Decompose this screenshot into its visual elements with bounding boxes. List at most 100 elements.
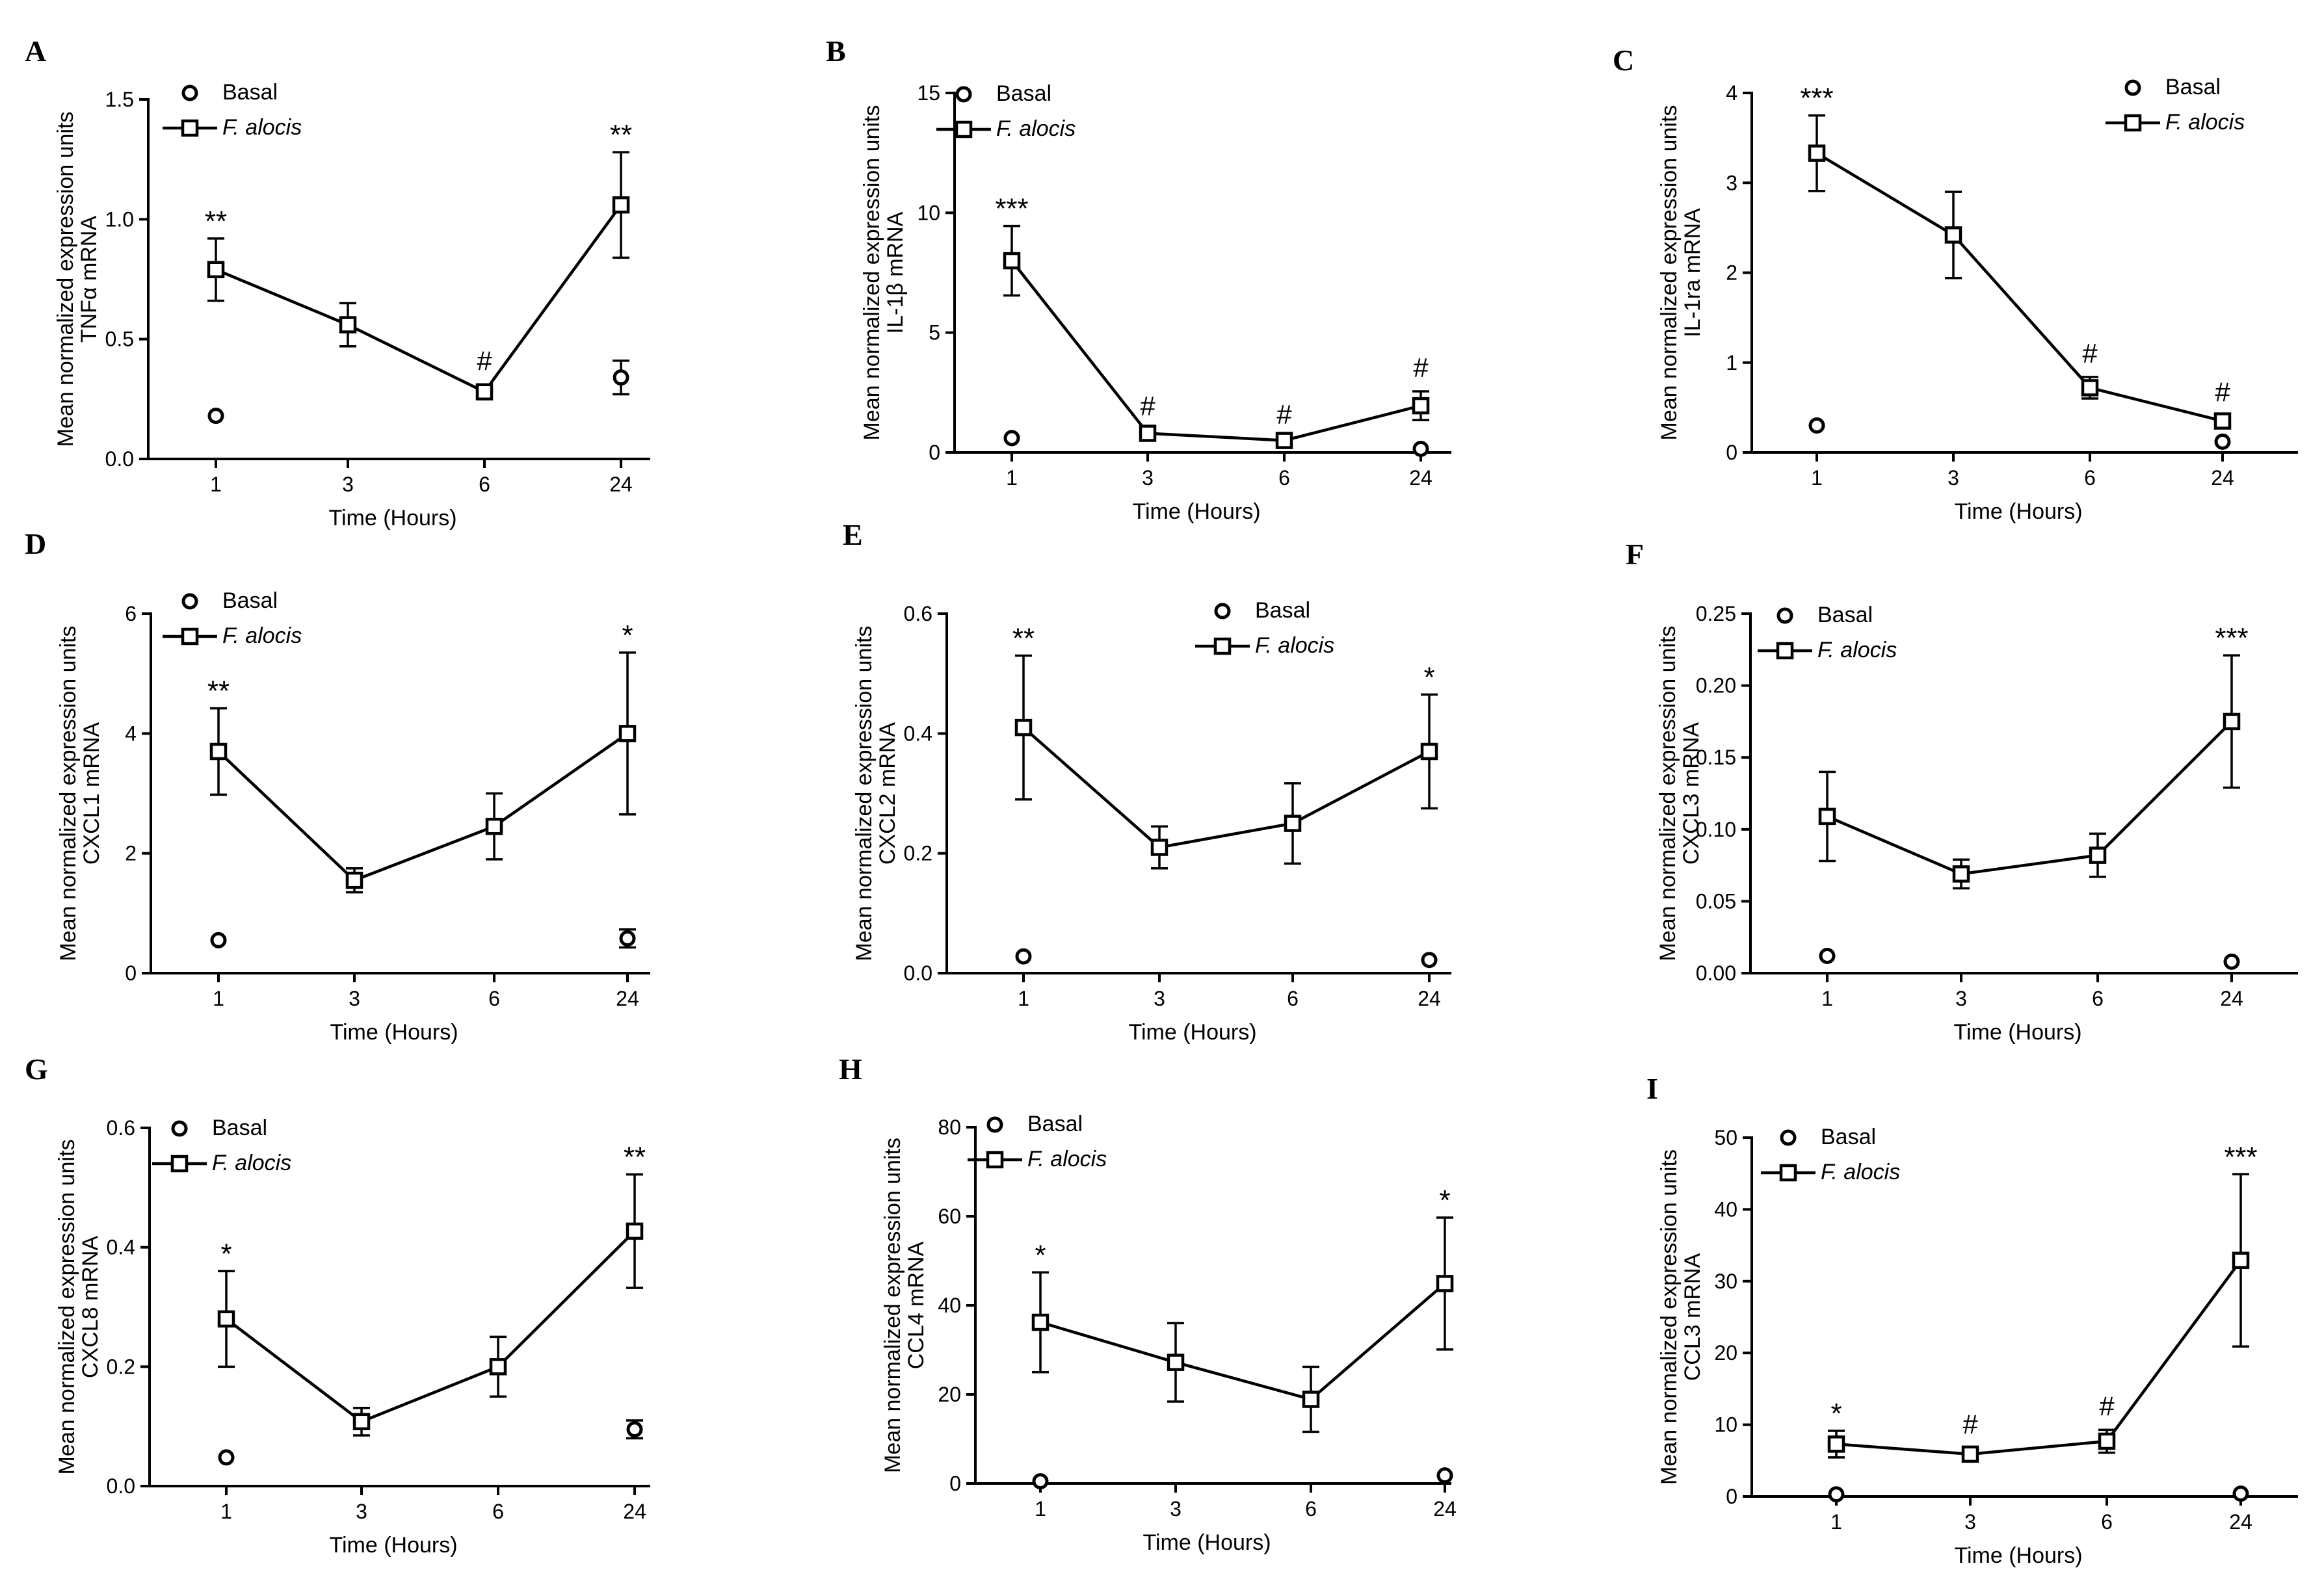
panel-letter: B [826,34,846,68]
y-tick-label: 40 [1714,1197,1737,1221]
x-tick-label: 6 [2101,1510,2113,1534]
series-line [215,203,622,394]
data-point-square [2213,412,2232,430]
x-axis-title: Time (Hours) [1132,499,1260,524]
y-tick-label: 80 [938,1116,961,1139]
legend-marker-square [181,627,199,646]
data-point-circle [1421,952,1438,969]
legend-marker-square [2124,114,2142,132]
x-tick-label: 6 [479,473,490,496]
legend: Basal F. alocis [936,81,1076,141]
data-point-square [1420,742,1438,761]
data-point-circle [1436,1467,1453,1484]
legend: Basal F. alocis [1195,598,1334,658]
y-tick-label: 1 [1726,351,1737,374]
y-axis-subtitle: CCL4 mRNA [904,1241,929,1369]
series-line [1040,1282,1446,1402]
panel-letter: A [25,34,46,68]
series-basal [1032,1467,1453,1490]
data-point-square [1961,1445,1979,1463]
legend-label-basal: Basal [1027,1112,1083,1136]
legend-marker-square [1776,642,1794,660]
data-point-square [1944,226,1962,244]
legend-label-f-alocis: F. alocis [996,116,1076,141]
data-point-circle [613,369,629,386]
y-axis-title: Mean normalized expression units [1656,626,1680,961]
data-point-square [1284,815,1302,832]
series-f-alocis [207,151,630,401]
x-tick-label: 3 [349,987,360,1010]
legend-marker-circle [171,1120,188,1137]
data-point-square [217,1310,235,1328]
data-point-square [1167,1353,1185,1371]
panel-c: C 0 1 2 3 4 1 3 6 24 Time (Hours) Mean normalized e… [1613,44,2298,524]
x-tick-label: 1 [1821,987,1833,1010]
y-tick-label: 10 [917,201,940,224]
data-point-square [2098,1432,2116,1450]
y-axis-title: Mean normalized expression units [852,626,877,961]
x-tick-label: 6 [492,1500,504,1523]
series-line [1022,726,1431,849]
x-axis-title: Time (Hours) [1954,1543,2082,1568]
panel-letter: D [25,527,46,560]
x-tick-label: 6 [1278,466,1290,490]
legend-label-f-alocis: F. alocis [1821,1160,1900,1184]
panel-letter: H [839,1052,862,1086]
data-point-square [618,725,637,742]
y-axis-title: Mean normalized expression units [53,112,78,447]
data-point-square [2232,1251,2250,1270]
x-tick-label: 3 [1948,466,1959,490]
x-tick-label: 6 [2084,466,2096,490]
legend-marker-circle [181,593,198,610]
data-point-circle [1015,948,1032,965]
data-point-circle [1032,1473,1049,1490]
x-tick-label: 6 [488,987,500,1010]
data-point-circle [207,408,224,425]
x-tick-label: 3 [356,1500,367,1523]
panel-f: F 0.00 0.05 0.10 0.15 0.20 0.25 1 3 6 24 Time (Hour… [1626,538,2298,1045]
x-tick-label: 1 [220,1500,232,1523]
legend-label-basal: Basal [222,80,278,105]
legend-marker-square [181,119,199,137]
legend-marker-square [955,120,973,138]
x-tick-label: 24 [2220,987,2243,1010]
x-tick-label: 6 [2092,987,2104,1010]
legend-marker-square [1779,1164,1797,1182]
y-tick-label: 4 [1726,81,1737,105]
legend-label-f-alocis: F. alocis [2165,110,2245,135]
series-line [217,732,629,882]
series-f-alocis [209,651,637,894]
y-tick-label: 40 [938,1294,961,1317]
data-point-square [1436,1275,1454,1292]
y-tick-label: 0.6 [904,602,932,625]
x-tick-label: 1 [1006,466,1018,490]
y-axis-subtitle: CXCL3 mRNA [1679,722,1704,865]
series-basal [1828,1485,2249,1503]
significance-label: * [220,1238,231,1270]
legend-marker-circle [181,85,198,101]
significance-label: ** [610,119,632,151]
y-axis-title: Mean normalized expression units [1657,1149,1682,1485]
series-f-alocis [1818,654,2241,890]
series-line [1836,1259,2242,1456]
x-tick-label: 24 [623,1500,646,1523]
legend-label-basal: Basal [1255,598,1310,623]
y-tick-label: 3 [1726,171,1737,194]
data-point-circle [1412,440,1429,457]
y-tick-label: 0.10 [1696,818,1736,841]
data-point-circle [2223,953,2240,970]
y-axis-title: Mean normalized expression units [1657,105,1682,441]
panel-h: H 0 20 40 60 80 1 3 6 24 Time (Hours) Mean normaliz… [839,1052,1457,1555]
x-tick-label: 24 [1433,1497,1457,1521]
significance-label: # [2082,338,2098,369]
data-point-square [1139,425,1157,442]
series-basal [218,1419,643,1466]
legend-marker-circle [1776,607,1793,624]
legend: Basal F. alocis [1758,603,1897,662]
y-tick-label: 0.00 [1696,961,1736,985]
y-tick-label: 0.05 [1696,889,1736,913]
y-axis-subtitle: TNFα mRNA [77,216,101,343]
y-tick-label: 0.20 [1696,674,1736,698]
y-tick-label: 0 [1726,1485,1737,1508]
